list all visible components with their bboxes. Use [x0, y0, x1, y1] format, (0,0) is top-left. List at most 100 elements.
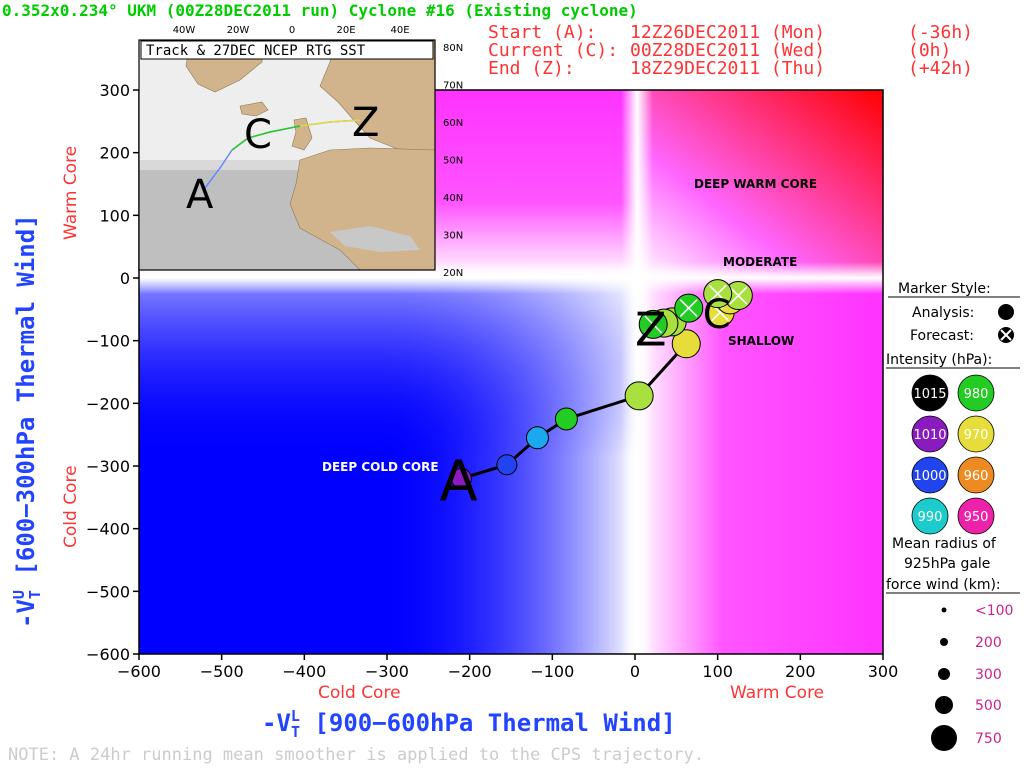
inset-title-box	[140, 40, 434, 60]
track-letters: A Z C	[439, 292, 730, 514]
inset-lon-labels: 40W 20W 0 20E 40E	[173, 25, 410, 36]
y-cold-core-label: Cold Core	[61, 465, 81, 548]
inset-lat-label: 60N	[443, 118, 463, 129]
intensity-swatch: 960	[957, 456, 995, 494]
analysis-point	[450, 468, 472, 490]
inset-marker-a: A	[186, 172, 214, 218]
inset-land-iceland	[239, 101, 269, 117]
x-tick-label: −300	[365, 662, 409, 681]
label-moderate: MODERATE	[723, 255, 797, 269]
svg-text:750: 750	[975, 731, 1002, 747]
chart-title: 0.352x0.234° UKM (00Z28DEC2011 run) Cycl…	[2, 1, 638, 20]
end-offset: (+42h)	[908, 58, 973, 79]
inset-lon-label: 40W	[173, 25, 196, 36]
svg-text:1000: 1000	[913, 469, 946, 484]
label-deep-warm-core: DEEP WARM CORE	[694, 177, 817, 191]
intensity-swatch: 990	[911, 497, 949, 535]
svg-text:1015: 1015	[913, 387, 946, 402]
track-points	[450, 279, 753, 490]
start-label: Start (A):	[488, 22, 596, 43]
analysis-point	[525, 426, 549, 450]
x-tick-label: −100	[530, 662, 574, 681]
x-axis-ticks: −600 −500 −400 −300 −200 −100 0 100 200 300	[117, 654, 898, 681]
x-axis-labels: Cold Core Warm Core -VL T [900−600hPa The…	[262, 683, 824, 741]
svg-text:500: 500	[975, 698, 1002, 714]
legend-intensity-swatches: 1015 980 1010 970 1000 960 990 950	[911, 374, 995, 535]
legend-radius-title-2: 925hPa gale	[904, 556, 990, 572]
y-axis-labels: Warm Core Cold Core -VUT [600−300hPa The…	[10, 146, 81, 628]
start-time: 12Z26DEC2011 (Mon)	[630, 22, 825, 43]
inset-lat-labels: 80N 70N 60N 50N 40N 30N 20N	[443, 43, 463, 279]
intensity-swatch: 1010	[911, 415, 949, 453]
x-warm-core-label: Warm Core	[730, 683, 824, 703]
y-tick-label: −300	[86, 457, 130, 476]
intensity-swatch: 1000	[911, 456, 949, 494]
x-tick-label: 300	[868, 662, 899, 681]
inset-lat-label: 40N	[443, 193, 463, 204]
y-tick-label: −600	[86, 645, 130, 664]
x-tick-label: −400	[282, 662, 326, 681]
svg-text:960: 960	[964, 469, 989, 484]
marker-a: A	[439, 450, 477, 515]
analysis-point	[674, 293, 704, 323]
y-axis-ticks: −600 −500 −400 −300 −200 −100 0 100 200 300	[86, 81, 139, 664]
legend-intensity-title: Intensity (hPa):	[886, 352, 992, 368]
svg-text:<100: <100	[975, 603, 1013, 619]
y-tick-label: 300	[99, 81, 130, 100]
current-label: Current (C):	[488, 40, 618, 61]
svg-text:970: 970	[964, 428, 989, 443]
inset-map: A C Z Track & 27DEC NCEP RTG SST 40W 20W 0…	[138, 25, 463, 279]
legend-radius-title-1: Mean radius of	[892, 536, 997, 552]
radius-item: 200	[940, 635, 1002, 651]
inset-lat-label: 80N	[443, 43, 463, 54]
legend-forecast-marker	[998, 327, 1014, 343]
current-offset: (0h)	[908, 40, 951, 61]
y-warm-core-label: Warm Core	[61, 146, 81, 240]
x-tick-label: 100	[702, 662, 733, 681]
time-info: Start (A): 12Z26DEC2011 (Mon) (-36h) Cur…	[488, 22, 973, 79]
analysis-point	[496, 454, 518, 476]
inset-lon-label: 40E	[390, 25, 409, 36]
radius-item: 300	[938, 667, 1002, 683]
inset-lat-label: 30N	[443, 231, 463, 242]
x-tick-label: −600	[117, 662, 161, 681]
footnote: NOTE: A 24hr running mean smoother is ap…	[8, 745, 704, 765]
label-shallow: SHALLOW	[728, 334, 794, 348]
inset-sea-mediterranean	[330, 226, 420, 252]
svg-text:300: 300	[975, 667, 1002, 683]
y-tick-label: −400	[86, 520, 130, 539]
start-offset: (-36h)	[908, 22, 973, 43]
end-time: 18Z29DEC2011 (Thu)	[630, 58, 825, 79]
radius-item: 500	[935, 696, 1002, 714]
intensity-swatch: 950	[957, 497, 995, 535]
svg-text:980: 980	[964, 387, 989, 402]
inset-marker-c: C	[244, 112, 272, 158]
intensity-swatch: 980	[957, 374, 995, 412]
y-tick-label: −200	[86, 394, 130, 413]
x-axis-title: -VL T [900−600hPa Thermal Wind]	[262, 707, 676, 741]
radius-item: 750	[931, 725, 1002, 751]
x-tick-label: −200	[448, 662, 492, 681]
legend-analysis-label: Analysis:	[912, 305, 974, 321]
legend: Marker Style: Analysis: Forecast: Intens…	[886, 281, 1020, 751]
current-time: 00Z28DEC2011 (Wed)	[630, 40, 825, 61]
svg-text:1010: 1010	[913, 428, 946, 443]
label-deep-cold-core: DEEP COLD CORE	[322, 460, 439, 474]
inset-lon-label: 20W	[227, 25, 250, 36]
marker-z: Z	[635, 303, 667, 357]
legend-radius-title-3: force wind (km):	[886, 577, 1001, 593]
forecast-point	[723, 281, 753, 311]
y-axis-title: -VUT [600−300hPa Thermal Wind]	[10, 214, 44, 628]
x-tick-label: −500	[200, 662, 244, 681]
svg-text:950: 950	[964, 510, 989, 525]
forecast-point	[703, 279, 733, 309]
svg-text:200: 200	[975, 635, 1002, 651]
inset-lat-label: 20N	[443, 268, 463, 279]
y-tick-label: −500	[86, 582, 130, 601]
y-tick-label: 100	[99, 206, 130, 225]
intensity-swatch: 970	[957, 415, 995, 453]
end-label: End (Z):	[488, 58, 575, 79]
inset-lat-label: 70N	[443, 81, 463, 92]
x-tick-label: 0	[630, 662, 640, 681]
inset-lon-label: 20E	[336, 25, 355, 36]
